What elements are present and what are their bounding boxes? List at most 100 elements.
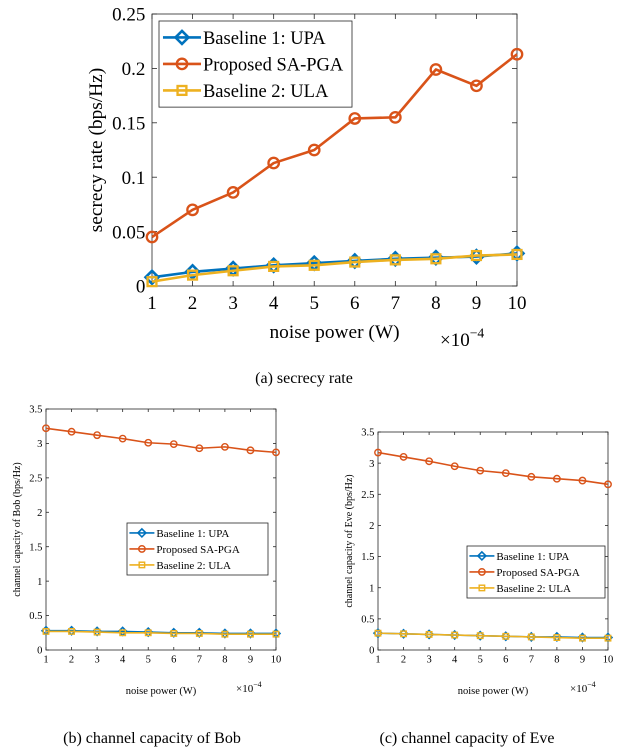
data-point [399, 452, 408, 461]
series-2 [146, 248, 523, 288]
series-2 [374, 629, 612, 642]
series-2 [42, 627, 280, 638]
x-axis-label: noise power (W) [269, 322, 399, 343]
x-exponent: ×10−4 [236, 680, 262, 695]
data-point [307, 143, 321, 157]
y-tick-label: 0.5 [29, 611, 42, 622]
x-tick-label: 6 [171, 655, 176, 666]
legend-marker [477, 567, 486, 576]
legend-marker [173, 29, 191, 46]
y-tick-label: 0.05 [112, 222, 145, 243]
data-point [527, 472, 536, 481]
legend-label: Baseline 2: ULA [203, 82, 329, 102]
y-tick-label: 3 [369, 459, 374, 470]
legend-marker [478, 584, 486, 592]
x-tick-label: 4 [120, 655, 126, 666]
data-point [604, 480, 612, 489]
y-tick-label: 0.5 [361, 615, 374, 626]
x-tick-label: 4 [269, 293, 279, 314]
chart-caption: (a) secrecy rate [255, 370, 353, 387]
data-point [42, 424, 50, 433]
legend: Baseline 1: UPA Proposed SA-PGA Baseline 2… [126, 522, 269, 576]
chart-a: 1 2 3 4 5 6 7 8 9 10 0 0.05 0.1 0.15 0.2 0.25 noise powe… [86, 5, 527, 387]
legend-marker [137, 544, 146, 553]
data-point [450, 462, 459, 471]
y-axis-label: channel capacity of Eve (bps/Hz) [344, 474, 355, 607]
x-exponent-power: −4 [470, 325, 485, 340]
series-1 [145, 47, 524, 244]
x-tick-label: 5 [309, 293, 319, 314]
data-point [349, 256, 361, 268]
legend-marker [176, 84, 188, 97]
data-point [268, 260, 280, 273]
data-point [143, 268, 161, 286]
series-1 [42, 424, 280, 457]
legend-marker [136, 527, 148, 539]
x-tick-label: 1 [375, 655, 380, 666]
series-line [151, 253, 518, 283]
x-axis-label: noise power (W) [458, 686, 529, 697]
y-tick-label: 1.5 [361, 552, 374, 563]
x-exponent: ×10−4 [440, 325, 484, 351]
legend: Baseline 1: UPA Proposed SA-PGA Baseline 2… [158, 20, 353, 108]
chart-c: 1 2 3 4 5 6 7 8 9 10 0 0.5 1 1.5 2 2.5 3 3.5 noise power (… [344, 428, 613, 747]
data-point [451, 631, 459, 639]
data-point [430, 253, 442, 265]
data-point [195, 444, 204, 453]
y-tick-label: 0.2 [122, 59, 146, 80]
y-tick-label: 1.5 [29, 542, 42, 553]
x-tick-label: 5 [478, 655, 483, 666]
x-tick-label: 8 [222, 655, 227, 666]
x-tick-label: 6 [350, 293, 360, 314]
series-line [46, 630, 276, 635]
data-point [169, 440, 178, 449]
legend-label: Baseline 1: UPA [156, 528, 229, 540]
x-exponent-power: −4 [587, 680, 595, 689]
data-point [186, 203, 199, 217]
data-point [272, 630, 280, 638]
y-tick-label: 3.5 [361, 428, 374, 439]
y-tick-label: 3.5 [29, 405, 42, 416]
data-point [511, 248, 523, 261]
data-point [272, 448, 280, 457]
y-tick-label: 2.5 [361, 490, 374, 501]
x-tick-label: 1 [43, 655, 48, 666]
data-point [527, 633, 535, 641]
y-tick-label: 0.1 [122, 168, 146, 189]
x-tick-label: 7 [197, 655, 202, 666]
x-exponent-base: ×10 [236, 683, 254, 695]
x-tick-label: 3 [94, 655, 99, 666]
series-line [151, 53, 518, 239]
x-exponent-base: ×10 [440, 330, 470, 351]
data-point [118, 434, 127, 443]
x-tick-label: 9 [248, 655, 253, 666]
data-point [501, 469, 510, 478]
x-tick-label: 10 [603, 655, 614, 666]
data-point [67, 427, 76, 436]
data-point [470, 79, 483, 93]
series-line [377, 632, 608, 639]
data-point [578, 476, 587, 485]
data-point [308, 259, 320, 271]
x-tick-label: 3 [228, 293, 238, 314]
chart-b: 1 2 3 4 5 6 7 8 9 10 0 0.5 1 1.5 2 2.5 3 3.5 noise power (… [12, 405, 281, 747]
y-tick-label: 0 [369, 646, 374, 657]
data-point [146, 276, 158, 288]
x-axis-label: noise power (W) [126, 686, 197, 697]
x-tick-label: 3 [426, 655, 431, 666]
x-tick-label: 2 [188, 293, 198, 314]
y-tick-label: 1 [37, 577, 42, 588]
data-point [470, 249, 483, 262]
data-point [374, 629, 382, 637]
y-tick-label: 0.15 [112, 113, 145, 134]
legend-marker [138, 561, 146, 569]
data-point [42, 627, 50, 635]
x-tick-label: 7 [529, 655, 534, 666]
data-point [227, 265, 239, 277]
data-point [502, 632, 510, 640]
data-point [552, 474, 561, 483]
data-point [476, 466, 485, 475]
data-point [220, 442, 229, 451]
data-point [604, 634, 612, 642]
